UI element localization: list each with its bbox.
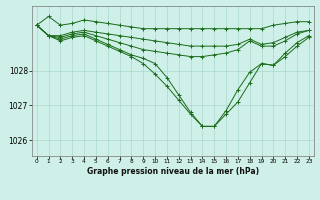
- X-axis label: Graphe pression niveau de la mer (hPa): Graphe pression niveau de la mer (hPa): [87, 167, 259, 176]
